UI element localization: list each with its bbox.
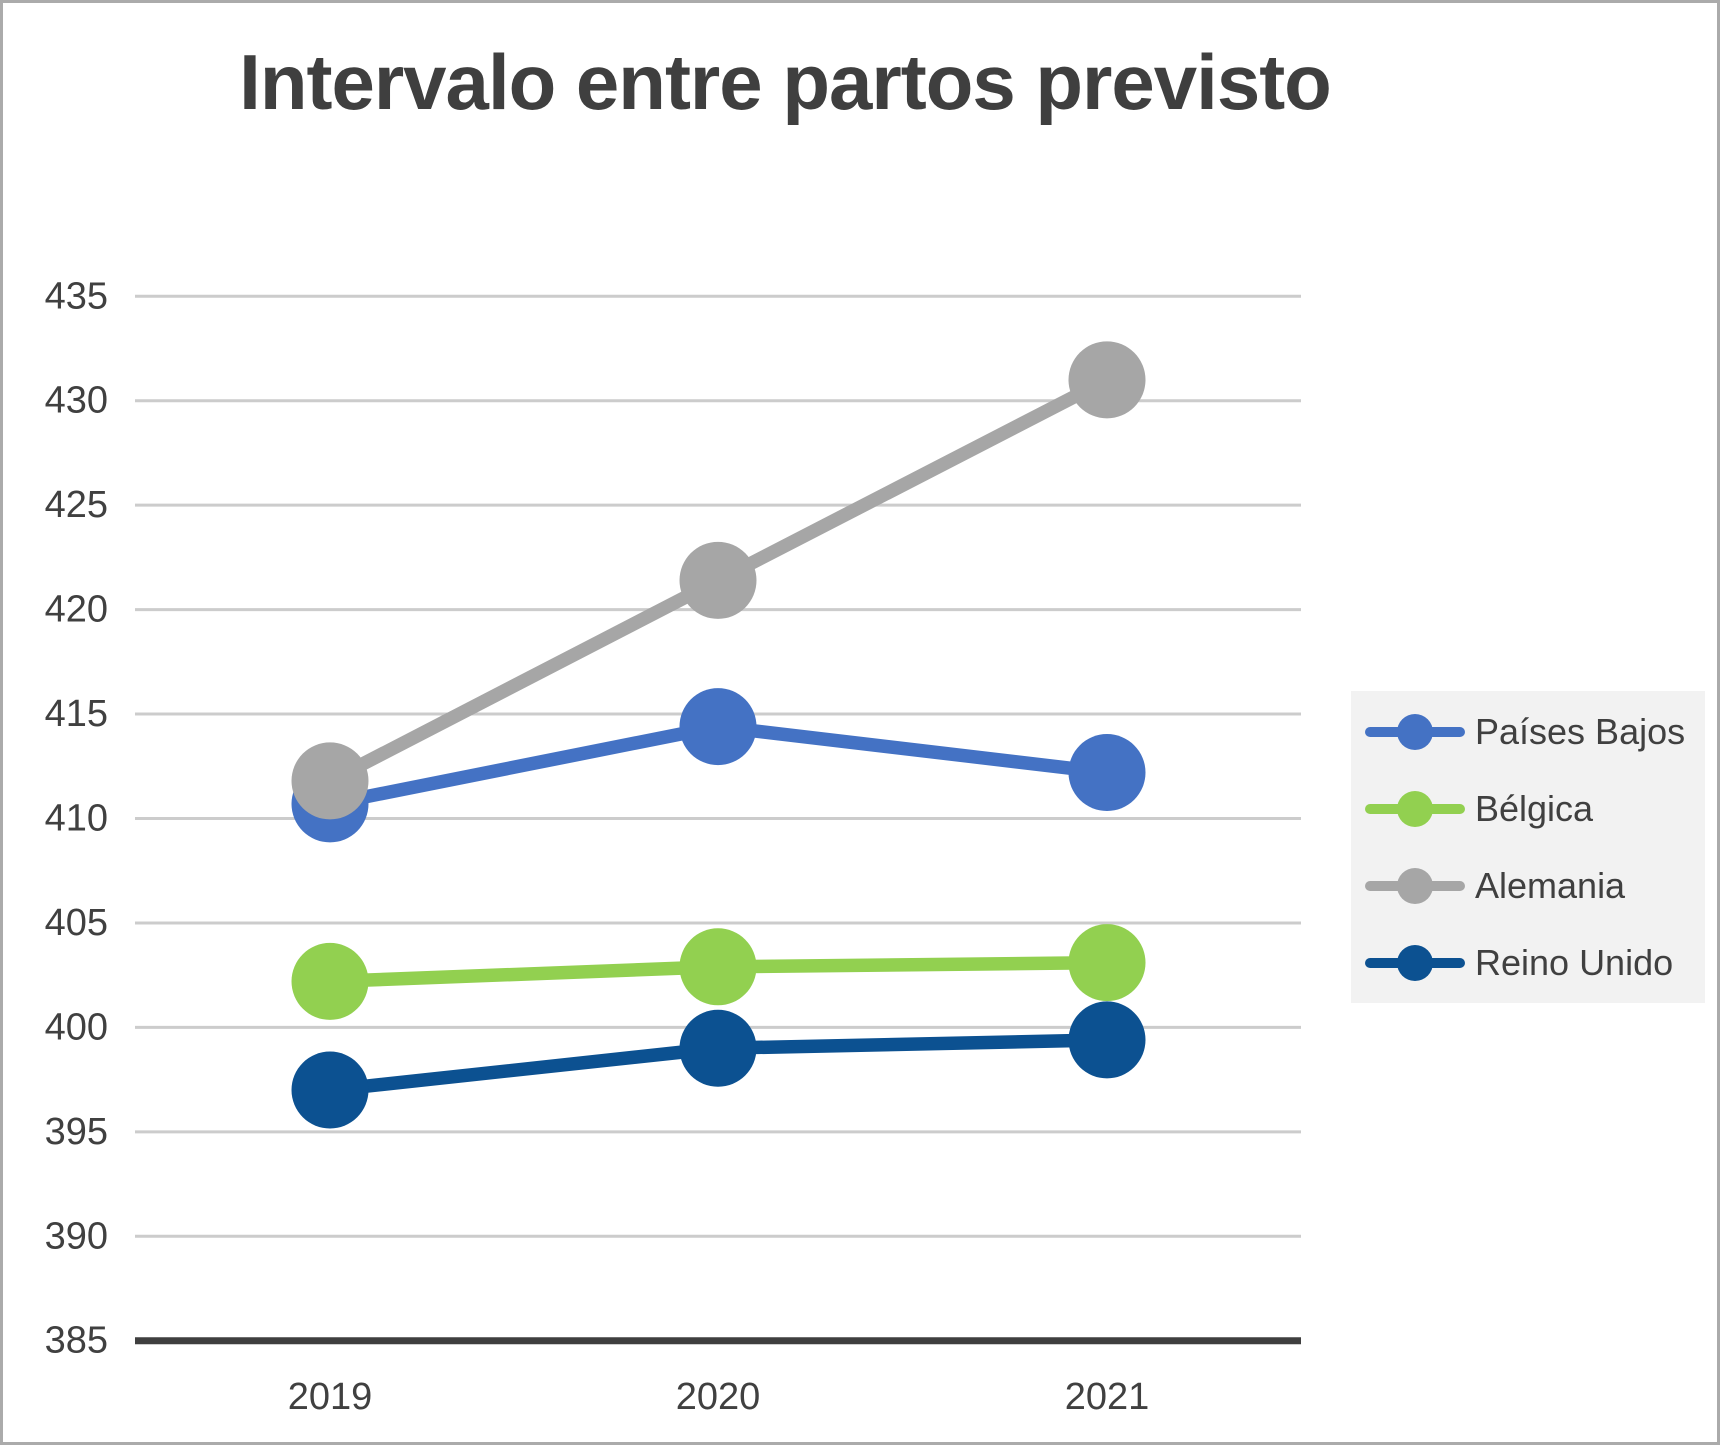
x-tick-label: 2020 (676, 1376, 761, 1418)
data-point-marker-reino-unido (679, 1009, 757, 1087)
y-tick-label: 420 (45, 589, 108, 631)
chart-title: Intervalo entre partos previsto (239, 38, 1332, 126)
data-point-marker-paises-bajos (679, 688, 757, 766)
legend-item-label: Alemania (1475, 864, 1626, 906)
y-tick-label: 400 (45, 1006, 108, 1048)
y-tick-label: 395 (45, 1111, 108, 1153)
data-point-marker-belgica (291, 942, 369, 1020)
legend-marker-icon (1365, 713, 1465, 751)
data-point-marker-alemania (679, 541, 757, 619)
data-point-marker-reino-unido (291, 1051, 369, 1129)
y-tick-label: 425 (45, 484, 108, 526)
data-point-marker-belgica (1068, 924, 1146, 1002)
legend-marker-icon (1365, 867, 1465, 905)
legend-item-label: Bélgica (1475, 787, 1594, 829)
y-tick-label: 410 (45, 798, 108, 840)
legend-marker-dot (1397, 867, 1433, 904)
data-point-marker-alemania (291, 742, 369, 820)
legend-marker-dot (1397, 944, 1433, 981)
data-point-marker-reino-unido (1068, 1001, 1146, 1079)
legend-item-alemania: Alemania (1351, 847, 1705, 924)
chart-legend: Países Bajos Bélgica Alemania Reino Unido (1351, 691, 1705, 1003)
legend-marker-dot (1397, 713, 1433, 750)
data-point-marker-alemania (1068, 341, 1146, 419)
legend-item-paises-bajos: Países Bajos (1351, 693, 1705, 770)
y-tick-label: 430 (45, 380, 108, 422)
legend-marker-icon (1365, 944, 1465, 982)
y-tick-label: 435 (45, 275, 108, 317)
legend-marker-dot (1397, 790, 1433, 827)
data-point-marker-paises-bajos (1068, 734, 1146, 812)
legend-item-label: Reino Unido (1475, 941, 1674, 983)
legend-item-reino-unido: Reino Unido (1351, 924, 1705, 1001)
y-tick-label: 390 (45, 1215, 108, 1257)
y-tick-label: 385 (45, 1320, 108, 1362)
x-tick-label: 2019 (288, 1376, 373, 1418)
legend-marker-icon (1365, 790, 1465, 828)
legend-item-label: Países Bajos (1475, 710, 1686, 752)
x-tick-label: 2021 (1065, 1376, 1150, 1418)
y-tick-label: 405 (45, 902, 108, 944)
line-chart-plot-area: 385 390 395 400 405 410 415 420 425 430 435 2019 202… (45, 275, 1301, 1418)
data-point-marker-belgica (679, 928, 757, 1006)
legend-item-belgica: Bélgica (1351, 770, 1705, 847)
y-tick-label: 415 (45, 693, 108, 735)
